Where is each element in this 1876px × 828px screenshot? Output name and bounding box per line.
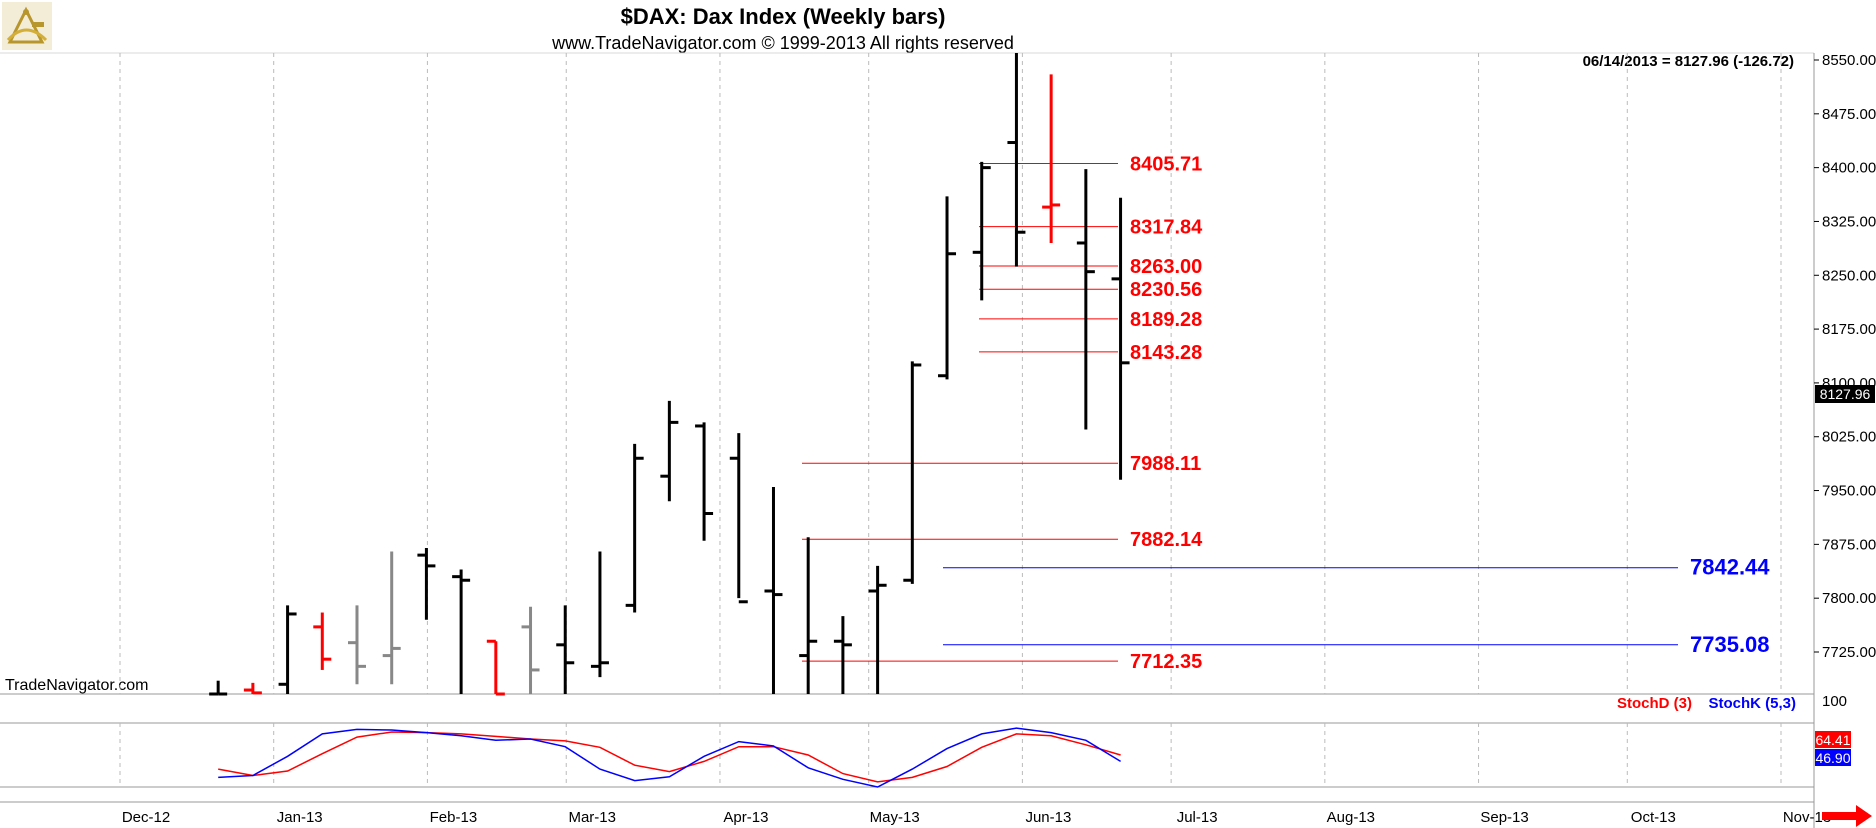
x-tick-label: Oct-13 [1631, 809, 1676, 826]
y-tick-label: 8325.00 [1822, 213, 1876, 230]
stochk-value-box [1815, 749, 1851, 766]
ohlc-bar [1042, 74, 1061, 243]
stochk-line [218, 727, 1121, 788]
chart-subtitle: www.TradeNavigator.com © 1999-2013 All r… [551, 33, 1014, 53]
level-label: 8230.56 [1130, 279, 1202, 301]
stochk-value-label: 46.90 [1815, 750, 1850, 766]
x-tick-label: May-13 [870, 809, 920, 826]
level-label: 7735.08 [1690, 632, 1770, 657]
level-label: 8143.28 [1130, 342, 1202, 364]
x-tick-label: Jan-13 [277, 809, 323, 826]
level-label: 7842.44 [1690, 555, 1770, 580]
y-tick-label: 7950.00 [1822, 483, 1876, 500]
x-tick-label: Nov-13 [1783, 809, 1831, 826]
ohlc-bar [660, 400, 679, 502]
ohlc-bar [1111, 197, 1130, 480]
gridlines [119, 53, 1782, 787]
ohlc-bar [278, 605, 297, 694]
ohlc-bar [938, 196, 957, 380]
y-tick-label: 8175.00 [1822, 321, 1876, 338]
legend-stochk: StochK (5,3) [1708, 695, 1796, 712]
y-tick-label: 8250.00 [1822, 267, 1876, 284]
x-tick-label: Mar-13 [568, 809, 616, 826]
ohlc-bar [521, 606, 540, 694]
ohlc-bar [590, 551, 609, 678]
x-tick-label: Feb-13 [430, 809, 478, 826]
ohlc-bar [868, 565, 887, 694]
stoch-upper-label: 100 [1822, 693, 1847, 710]
right-arrow-icon[interactable] [1822, 805, 1872, 827]
x-tick-label: Dec-12 [122, 809, 170, 826]
ohlc-bar [417, 547, 436, 620]
x-tick-label: Sep-13 [1480, 809, 1528, 826]
x-tick-label: Jul-13 [1177, 809, 1218, 826]
last-quote: 06/14/2013 = 8127.96 (-126.72) [1583, 53, 1794, 70]
watermark: TradeNavigator.com [5, 677, 148, 694]
last-value-box [1815, 385, 1875, 403]
stochd-value-box [1815, 731, 1851, 748]
ohlc-bar [695, 422, 714, 541]
ohlc-bar [347, 605, 366, 685]
ohlc-bar [452, 569, 471, 694]
legend-stochd: StochD (3) [1617, 695, 1692, 712]
ohlc-bar [799, 537, 818, 694]
ohlc-bar [625, 443, 644, 613]
ohlc-bar [313, 612, 332, 670]
level-label: 7712.35 [1130, 651, 1202, 673]
level-label: 8317.84 [1130, 217, 1203, 239]
y-tick-label: 8025.00 [1822, 429, 1876, 446]
ohlc-bar [243, 682, 262, 695]
ohlc-bar [486, 639, 505, 696]
ohlc-bar [764, 486, 783, 694]
ohlc-bar [972, 161, 991, 301]
x-tick-label: Aug-13 [1327, 809, 1375, 826]
ohlc-bar [903, 361, 922, 584]
level-label: 8263.00 [1130, 256, 1202, 278]
x-tick-label: Apr-13 [723, 809, 768, 826]
level-label: 7988.11 [1130, 453, 1201, 475]
y-tick-label: 8400.00 [1822, 160, 1876, 177]
level-label: 8405.71 [1130, 154, 1202, 176]
ohlc-bar [1076, 169, 1095, 430]
y-tick-label: 7725.00 [1822, 644, 1876, 661]
chart-title: $DAX: Dax Index (Weekly bars) [621, 4, 946, 29]
level-label: 7882.14 [1130, 529, 1203, 551]
stochd-value-label: 64.41 [1815, 732, 1850, 748]
stochd-line [218, 731, 1121, 783]
ohlc-bar [382, 551, 401, 685]
price-bars [209, 53, 1130, 696]
last-value-label: 8127.96 [1820, 386, 1871, 402]
x-tick-label: Jun-13 [1025, 809, 1071, 826]
stochastic-panel [218, 727, 1121, 788]
sextant-logo-icon [2, 2, 52, 50]
ohlc-bar [1007, 53, 1026, 267]
ohlc-bar [833, 616, 852, 694]
ohlc-bar [556, 605, 575, 694]
y-tick-label: 8550.00 [1822, 52, 1876, 69]
price-axis: 7725.007800.007875.007950.008025.008100.… [1814, 52, 1876, 661]
ohlc-bar [209, 680, 228, 696]
ohlc-bar [729, 433, 748, 604]
y-tick-label: 8475.00 [1822, 106, 1876, 123]
y-tick-label: 7800.00 [1822, 590, 1876, 607]
y-tick-label: 7875.00 [1822, 536, 1876, 553]
level-label: 8189.28 [1130, 309, 1202, 331]
date-axis: Dec-12 Jan-13 Feb-13 Mar-13 Apr-13 May-13 Jun-… [122, 809, 1831, 826]
plot-frame [0, 52, 1815, 828]
